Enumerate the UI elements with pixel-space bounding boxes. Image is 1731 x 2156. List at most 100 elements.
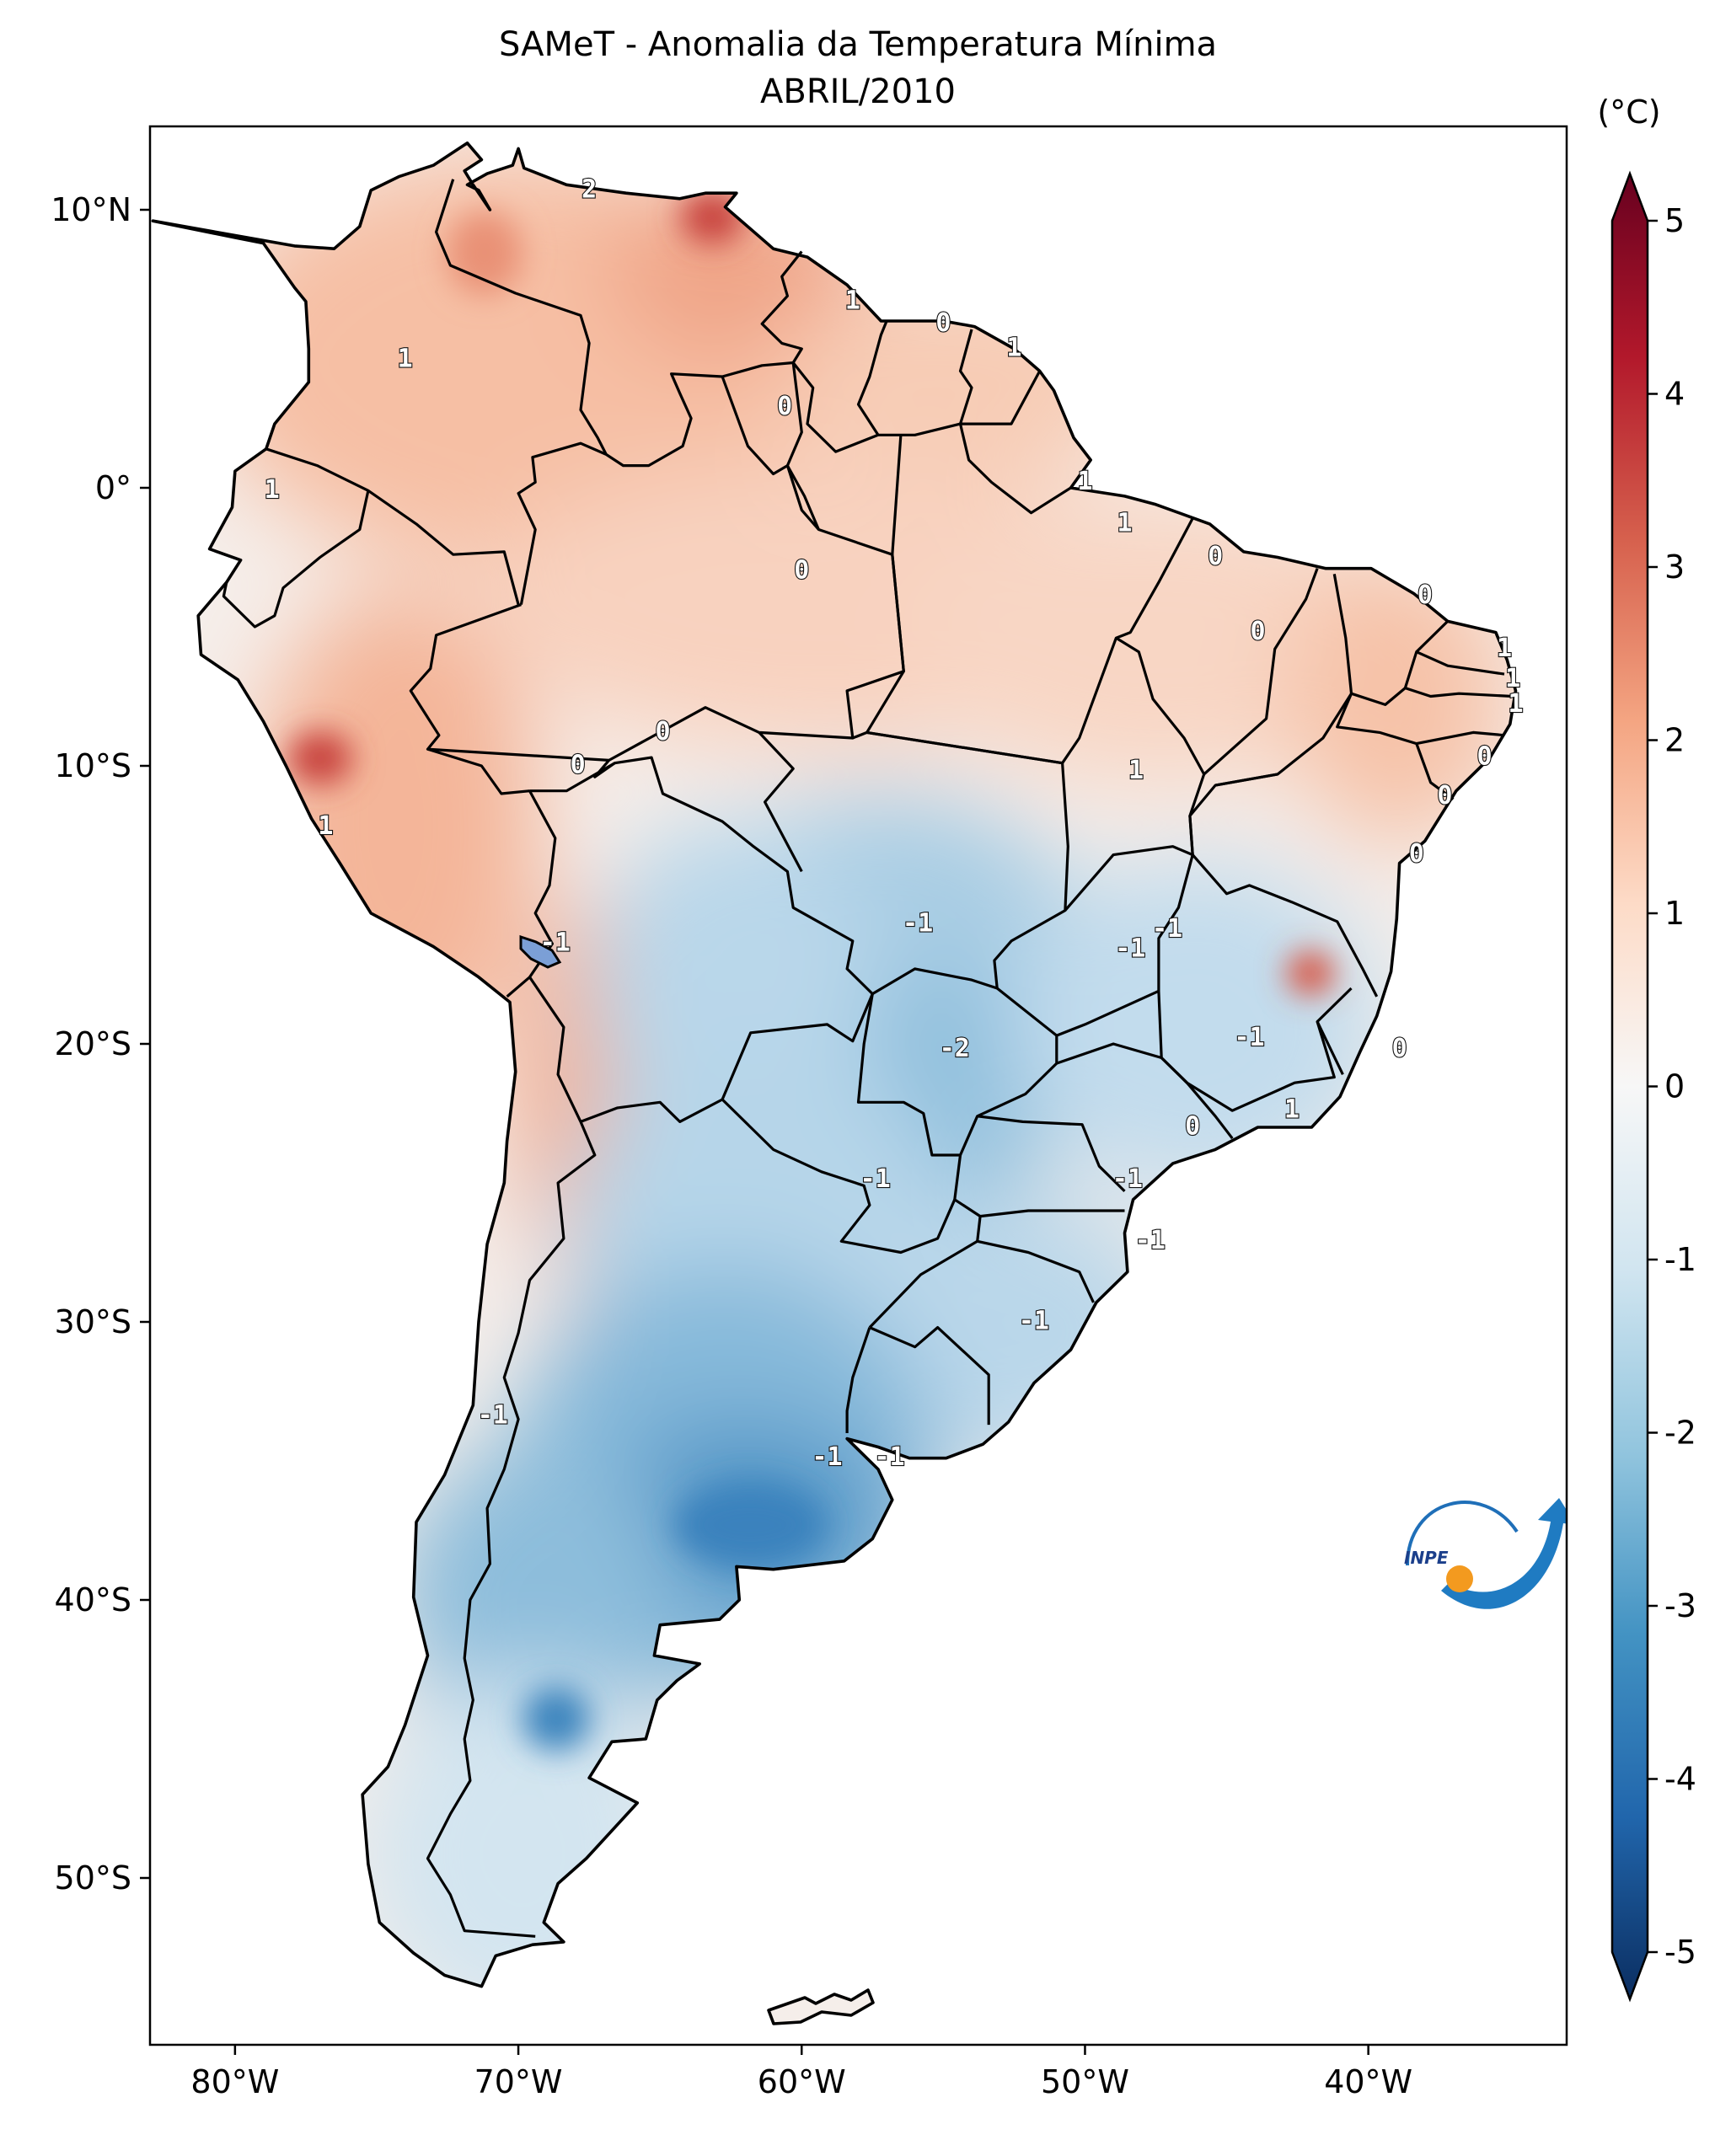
contour-label: -1 xyxy=(1152,914,1182,944)
colorbar: (°C) 5 4 3 2 1 0 -1 -2 -3 -4 -5 xyxy=(1597,94,1696,2003)
border-state-ms xyxy=(959,987,1058,1156)
contour-label: 0 xyxy=(1476,742,1492,772)
border-state-paraiba xyxy=(1404,687,1514,698)
contour-label: 0 xyxy=(794,556,809,586)
contour-label: 0 xyxy=(1250,617,1265,646)
border-bolivia-chile xyxy=(528,976,582,1123)
border-state-pr xyxy=(977,1115,1126,1193)
colorbar-bar xyxy=(1610,170,1649,2003)
border-suriname-brazil xyxy=(878,422,961,436)
contour-label: 1 xyxy=(1497,634,1512,663)
border-frguiana-brazil xyxy=(960,370,1042,425)
border-colombia-brazil xyxy=(517,441,607,605)
contour-label: 1 xyxy=(1006,334,1021,363)
lat-tick-label: 20°S xyxy=(55,1025,131,1062)
contour-label: -1 xyxy=(903,909,933,939)
border-state-rs xyxy=(977,1239,1095,1303)
border-peru-brazil xyxy=(409,603,530,795)
latitude-ticks: 10°N 0° 10°S 20°S 30°S 40°S 50°S xyxy=(51,191,150,1897)
falkland-islands xyxy=(767,1988,875,2025)
contour-label: 1 xyxy=(845,286,860,315)
contour-label: -1 xyxy=(1135,1226,1166,1255)
colorbar-tick-label: -3 xyxy=(1664,1587,1696,1624)
border-state-rondonia xyxy=(758,731,803,873)
border-venezuela-guyana xyxy=(760,250,803,364)
border-state-alagoas-se xyxy=(1415,743,1455,800)
colorbar-tick-label: 2 xyxy=(1664,722,1685,759)
colorbar-tick-label: 3 xyxy=(1664,548,1685,586)
contour-label: 1 xyxy=(1505,664,1520,693)
colorbar-unit: (°C) xyxy=(1597,94,1660,131)
chart-subtitle: ABRIL/2010 xyxy=(760,72,956,111)
inpe-logo-text: INPE xyxy=(1404,1548,1449,1568)
colorbar-tick-label: 0 xyxy=(1664,1068,1685,1105)
contour-label: 0 xyxy=(1417,580,1433,610)
contour-label: 0 xyxy=(1185,1112,1200,1142)
contour-label: 2 xyxy=(581,174,597,204)
lake-titicaca xyxy=(519,934,562,969)
contour-label: -1 xyxy=(1112,1164,1143,1194)
border-colombia-venezuela xyxy=(435,179,608,456)
contour-label: -1 xyxy=(1115,934,1145,963)
contour-label: 0 xyxy=(1437,781,1452,811)
chart-title: SAMeT - Anomalia da Temperatura Mínima xyxy=(499,25,1217,64)
contour-label: -2 xyxy=(940,1034,970,1063)
border-ecuador-peru xyxy=(222,490,370,629)
border-guyana-suriname xyxy=(856,320,888,436)
border-suriname-frguiana xyxy=(958,329,973,425)
border-state-mato-grosso xyxy=(852,730,1069,995)
colorbar-tick-label: -2 xyxy=(1664,1415,1696,1452)
border-state-pernambuco xyxy=(1336,693,1505,746)
inpe-logo: INPE xyxy=(1404,1498,1567,1609)
lon-tick-label: 60°W xyxy=(758,2063,846,2100)
border-state-es-rj xyxy=(1316,1020,1344,1075)
colorbar-tick-label: 1 xyxy=(1664,895,1685,932)
border-state-bahia xyxy=(1188,773,1379,998)
border-state-goias xyxy=(1056,845,1194,1037)
contour-label: 0 xyxy=(1392,1034,1407,1063)
lon-tick-label: 40°W xyxy=(1324,2063,1412,2100)
border-state-roraima xyxy=(721,376,820,531)
border-state-amapa xyxy=(958,423,1072,515)
inpe-logo-sun xyxy=(1446,1565,1473,1592)
contour-label: 0 xyxy=(1409,839,1424,869)
border-state-sc xyxy=(979,1209,1125,1218)
lat-tick-label: 10°S xyxy=(55,747,131,784)
border-state-para xyxy=(866,435,1194,765)
border-uruguay-brazil xyxy=(869,1326,990,1426)
contour-label: 1 xyxy=(1508,689,1523,719)
border-peru-chile xyxy=(506,976,531,998)
border-bolivia-paraguay xyxy=(721,992,874,1100)
contour-label: 0 xyxy=(1208,542,1223,571)
anomaly-northeast-warm xyxy=(910,497,1416,784)
lat-tick-label: 30°S xyxy=(55,1303,131,1340)
colorbar-tick-label: -5 xyxy=(1664,1934,1696,1971)
contour-label: 1 xyxy=(1128,756,1144,785)
lat-tick-label: 0° xyxy=(95,469,131,506)
colorbar-tick-label: 5 xyxy=(1664,202,1685,239)
border-state-maranhao xyxy=(1203,568,1319,776)
contour-label: 1 xyxy=(1284,1095,1300,1125)
contour-label: -1 xyxy=(860,1164,891,1194)
contour-label: -1 xyxy=(1234,1023,1264,1052)
border-uruguay-argentina xyxy=(845,1327,871,1433)
lon-tick-label: 50°W xyxy=(1041,2063,1129,2100)
contour-label: 1 xyxy=(398,345,413,374)
longitude-ticks: 80°W 70°W 60°W 50°W 40°W xyxy=(190,2045,1412,2100)
anomaly-hotspot-pampas xyxy=(674,1483,826,1567)
lat-tick-label: 50°S xyxy=(55,1859,131,1897)
contour-label: -1 xyxy=(812,1442,842,1472)
anomaly-hotspot-minas xyxy=(1287,951,1334,995)
colorbar-ticks: 5 4 3 2 1 0 -1 -2 -3 -4 -5 xyxy=(1648,202,1696,1971)
lat-tick-label: 10°N xyxy=(51,191,131,228)
contour-label: -1 xyxy=(540,928,571,958)
contour-label: 0 xyxy=(935,308,951,338)
border-colombia-ecuador-peru xyxy=(265,447,520,606)
contour-label: -1 xyxy=(874,1442,904,1472)
inpe-logo-swoosh xyxy=(1441,1498,1567,1609)
contour-label: 0 xyxy=(571,751,586,780)
anomaly-hotspot-mendoza xyxy=(523,1687,590,1751)
border-state-acre-ro xyxy=(593,759,616,778)
